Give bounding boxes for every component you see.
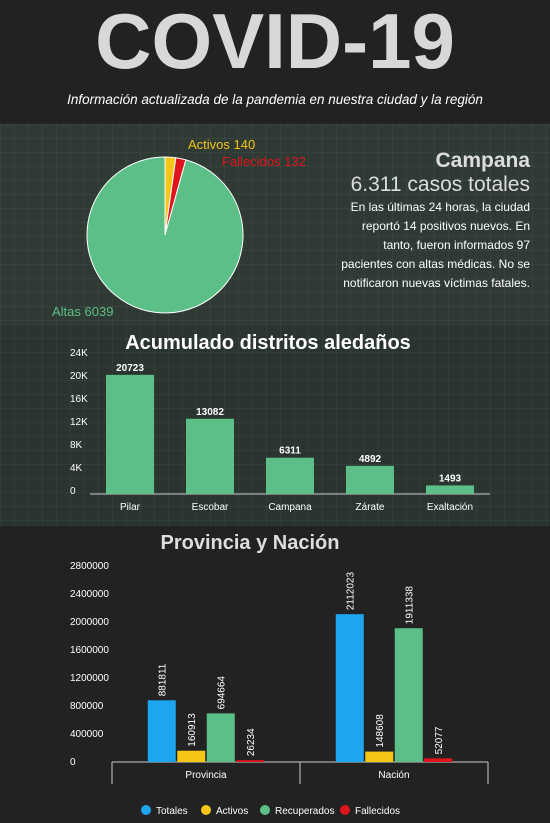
legend-marker: [141, 805, 151, 815]
y-tick-label: 0: [70, 757, 76, 768]
y-tick-label: 24K: [70, 348, 88, 359]
pie-label-category: Activos: [188, 137, 230, 152]
y-tick-label: 2000000: [70, 617, 109, 628]
y-tick-label: 400000: [70, 729, 104, 740]
page-title: COVID-19: [95, 0, 455, 85]
x-tick-label: Zárate: [356, 502, 385, 513]
pie-slice: [86, 156, 244, 314]
value-label: 13082: [196, 407, 224, 418]
y-tick-label: 2400000: [70, 589, 109, 600]
legend-marker: [201, 805, 211, 815]
value-label: 6311: [279, 446, 301, 457]
summary-text: En las últimas 24 horas, la ciudad repor…: [341, 200, 530, 290]
value-label: 148608: [375, 714, 386, 748]
bar: [236, 760, 265, 762]
value-label: 1911338: [405, 586, 416, 625]
x-tick-label: Exaltación: [427, 502, 473, 513]
x-tick-label: Pilar: [120, 502, 141, 513]
bar: [266, 457, 314, 494]
page-subtitle: Información actualizada de la pandemia e…: [67, 92, 483, 107]
value-label: 694664: [217, 676, 228, 710]
bar: [424, 758, 453, 762]
chart-title: Acumulado distritos aledaños: [125, 332, 411, 354]
bar: [426, 485, 474, 494]
bar: [346, 465, 394, 494]
summary-total: 6.311 casos totales: [351, 173, 530, 196]
legend-marker: [340, 805, 350, 815]
legend-label: Totales: [156, 806, 188, 817]
value-label: 52077: [434, 726, 445, 754]
bar: [365, 751, 394, 762]
y-tick-label: 1200000: [70, 673, 109, 684]
y-tick-label: 800000: [70, 701, 104, 712]
value-label: 160913: [187, 713, 198, 747]
y-tick-label: 16K: [70, 394, 88, 405]
legend-label: Activos: [216, 806, 248, 817]
bar: [394, 628, 423, 762]
y-tick-label: 20K: [70, 371, 88, 382]
y-tick-label: 1600000: [70, 645, 109, 656]
y-tick-label: 2800000: [70, 561, 109, 572]
pie-label-category: Altas: [52, 304, 81, 319]
summary-title: Campana: [435, 149, 530, 172]
y-tick-label: 0: [70, 486, 76, 497]
bar: [335, 614, 364, 762]
legend-label: Recuperados: [275, 806, 334, 817]
y-tick-label: 8K: [70, 440, 83, 451]
pie-label-value: 6039: [85, 304, 114, 319]
summary-section: [0, 124, 550, 324]
bar: [186, 418, 234, 494]
pie-label-category: Fallecidos: [222, 154, 281, 169]
pie-label: Activos 140: [188, 137, 255, 152]
x-tick-label: Provincia: [185, 770, 227, 781]
x-tick-label: Campana: [268, 502, 312, 513]
x-tick-label: Nación: [378, 770, 409, 781]
pie-label-value: 132: [284, 154, 306, 169]
bar: [206, 713, 235, 762]
y-tick-label: 12K: [70, 417, 88, 428]
bar: [106, 374, 154, 494]
value-label: 26234: [246, 728, 257, 756]
legend-marker: [260, 805, 270, 815]
y-tick-label: 4K: [70, 463, 83, 474]
pie-label: Fallecidos 132: [222, 154, 306, 169]
legend-label: Fallecidos: [355, 806, 400, 817]
chart-title: Provincia y Nación: [161, 532, 340, 554]
bar: [147, 700, 176, 762]
pie-label-value: 140: [234, 137, 256, 152]
bar: [177, 750, 206, 762]
x-tick-label: Escobar: [192, 502, 229, 513]
value-label: 1493: [439, 473, 462, 484]
value-label: 881811: [158, 663, 169, 696]
pie-label: Altas 6039: [52, 304, 113, 319]
value-label: 4892: [359, 454, 382, 465]
value-label: 20723: [116, 363, 144, 374]
value-label: 2112023: [346, 572, 357, 611]
